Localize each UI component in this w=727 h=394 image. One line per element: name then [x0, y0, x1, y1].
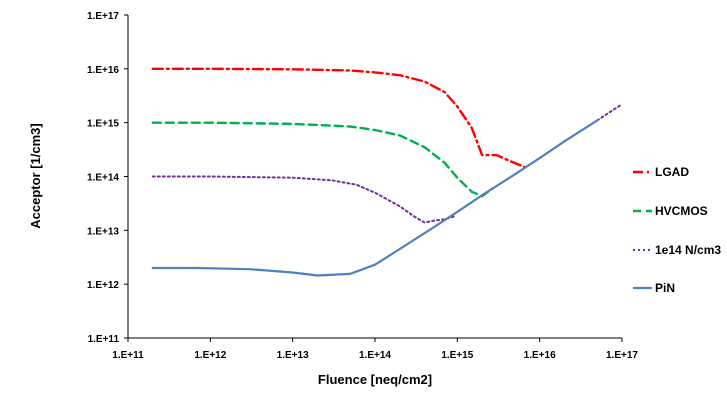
x-tick-label: 1.E+17 [606, 350, 638, 361]
x-tick-label: 1.E+11 [112, 350, 144, 361]
legend-label-lgad: LGAD [655, 165, 689, 179]
series-line-1e14-n-cm3 [151, 175, 455, 224]
y-tick-label: 1.E+12 [87, 280, 119, 291]
series-line-pin [151, 119, 599, 277]
series-line-hvcmos [151, 121, 494, 198]
legend-label-pin: PiN [655, 281, 675, 295]
y-tick-label: 1.E+11 [88, 334, 120, 345]
series-tail-1e14-n-cm3 [596, 103, 623, 122]
x-tick-label: 1.E+12 [194, 350, 226, 361]
x-tick-label: 1.E+14 [359, 350, 391, 361]
x-tick-label: 1.E+16 [524, 350, 556, 361]
y-axis-title: Acceptor [1/cm3] [28, 123, 43, 228]
ticks-layer: 1.E+11 1.E+12 1.E+13 1.E+14 1.E+15 1.E+16 1.E+… [87, 11, 638, 361]
y-tick-label: 1.E+17 [87, 11, 119, 22]
y-tick-label: 1.E+15 [87, 119, 119, 130]
legend-label-1e14-n-cm3: 1e14 N/cm3 [655, 243, 721, 257]
series-line-lgad [151, 67, 526, 169]
y-tick-label: 1.E+16 [87, 65, 119, 76]
x-tick-label: 1.E+13 [277, 350, 309, 361]
x-tick-label: 1.E+15 [441, 350, 473, 361]
y-tick-label: 1.E+14 [87, 173, 119, 184]
x-axis-title: Fluence [neq/cm2] [318, 372, 432, 387]
legend-label-hvcmos: HVCMOS [655, 204, 708, 218]
legend: LGAD HVCMOS 1e14 N/cm3 PiN [633, 165, 721, 295]
series-layer [151, 67, 623, 277]
y-tick-label: 1.E+13 [87, 226, 119, 237]
